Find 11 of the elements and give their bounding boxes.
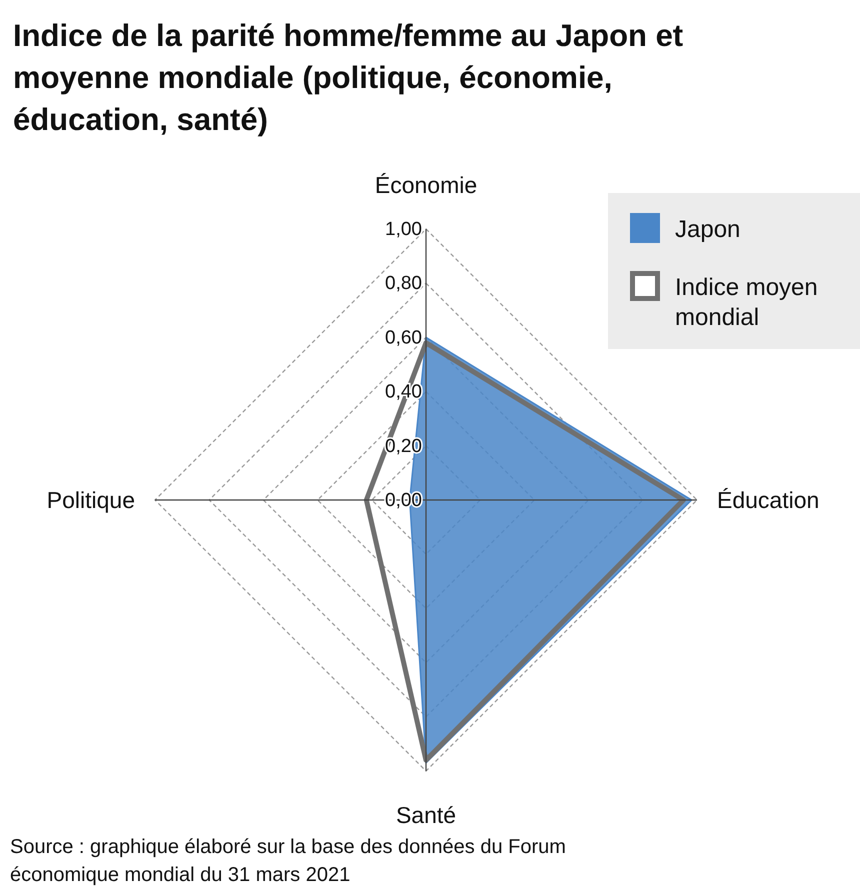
y-tick-label: 0,60	[385, 327, 422, 348]
spoke-label: Santé	[396, 802, 456, 828]
spoke-label: Politique	[46, 487, 135, 513]
spoke-label: Économie	[374, 172, 478, 198]
source-note: Source : graphique élaboré sur la base des données du Forum économique mondial du 31 mars 2021	[10, 836, 566, 886]
chart-title: Indice de la parité homme/femme au Japon et moyenne mondiale (politique, économie, éducation, santé)	[13, 18, 684, 137]
legend-label: Indice moyen mondial	[675, 274, 818, 331]
y-tick-label: 0,80	[385, 273, 422, 294]
y-tick-label: 1,00	[385, 219, 422, 240]
spoke-label: Éducation	[717, 487, 820, 513]
legend-label: Japon	[675, 216, 740, 243]
